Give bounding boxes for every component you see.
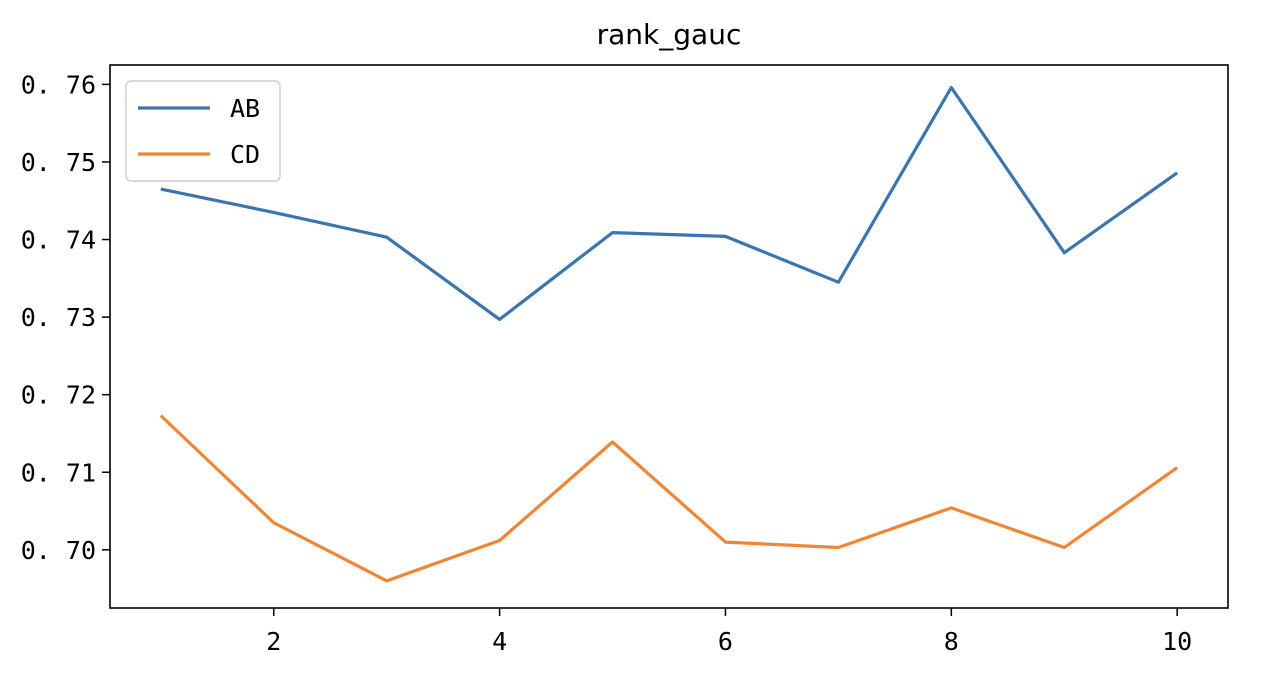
series-line-cd [159,414,1179,583]
y-tick-label: 0. 74 [21,226,96,255]
legend-label-ab: AB [230,94,260,123]
x-tick-label: 2 [266,627,281,656]
y-tick-label: 0. 75 [21,148,96,177]
y-tick-label: 0. 70 [21,536,96,565]
chart-title: rank_gauc [597,18,742,51]
axis-ticks: 2 4 6 8 10 0. 70 0. 71 0. 72 0. 73 0. 74 0. 75 0. 7… [21,70,1193,656]
x-tick-label: 4 [492,627,507,656]
y-tick-label: 0. 73 [21,303,96,332]
legend-box [125,80,281,182]
plot-frame [109,64,1229,609]
legend: AB CD [125,80,281,182]
y-tick-label: 0. 76 [21,70,96,99]
series-lines [159,85,1179,583]
x-tick-label: 6 [718,627,733,656]
legend-label-cd: CD [230,140,260,169]
x-tick-label: 10 [1162,627,1192,656]
x-tick-label: 8 [944,627,959,656]
series-line-ab [160,85,1179,321]
y-tick-label: 0. 71 [21,458,96,487]
y-tick-label: 0. 72 [21,381,96,410]
